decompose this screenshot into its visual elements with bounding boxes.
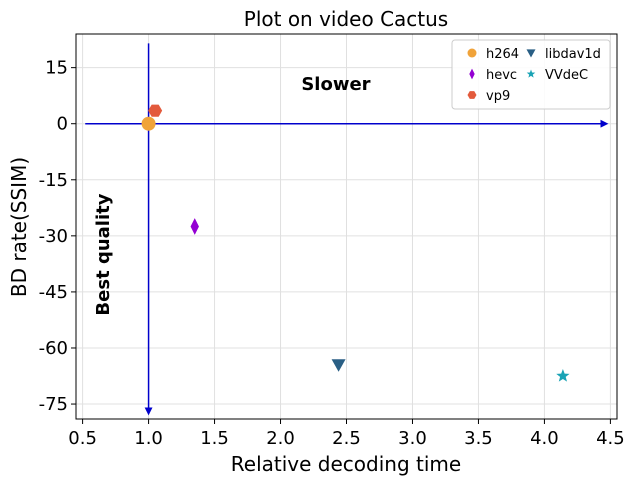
data-points: [141, 104, 570, 382]
arrows: [85, 43, 609, 416]
point-h264: [141, 116, 156, 131]
x-tick-label: 3.0: [398, 428, 427, 449]
y-tick-label: 15: [45, 58, 68, 79]
legend-label-vp9: vp9: [486, 89, 510, 104]
y-tick-label: -30: [39, 226, 68, 247]
y-tick-label: -45: [39, 282, 68, 303]
x-tick-label: 1.0: [134, 428, 163, 449]
x-tick-label: 0.5: [68, 428, 97, 449]
legend-label-h264: h264: [486, 47, 519, 62]
x-axis-label: Relative decoding time: [231, 452, 461, 476]
legend: h264 hevc vp9 libdav1d VVdeC: [451, 39, 611, 110]
legend-label-hevc: hevc: [486, 68, 517, 83]
legend-marker-libdav1d: [526, 49, 536, 58]
legend-label-libdav1d: libdav1d: [545, 47, 601, 62]
annotations: Slower Best quality: [93, 74, 371, 315]
legend-label-vvdec: VVdeC: [545, 68, 588, 83]
annotation-slower: Slower: [301, 74, 370, 95]
legend-marker-vp9: [467, 91, 477, 99]
legend-marker-vvdec: [526, 69, 536, 78]
x-tick-label: 2.0: [266, 428, 295, 449]
annotation-best-quality: Best quality: [93, 193, 114, 315]
x-tick-label: 4.5: [596, 428, 625, 449]
axis-ticks: 0.5 1.0 1.5 2.0 2.5 3.0 3.5 4.0 4.5 15 0 -15 -30 -45 -…: [39, 58, 625, 449]
x-tick-label: 1.5: [200, 428, 229, 449]
x-tick-label: 3.5: [464, 428, 493, 449]
y-tick-label: 0: [57, 114, 68, 135]
legend-marker-hevc: [469, 68, 475, 80]
x-tick-label: 2.5: [332, 428, 361, 449]
point-libdav1d: [331, 359, 346, 372]
y-axis-label: BD rate(SSIM): [7, 157, 31, 297]
chart-title: Plot on video Cactus: [244, 7, 448, 31]
point-vvdec: [556, 369, 570, 382]
y-tick-label: -15: [39, 170, 68, 191]
y-tick-label: -60: [39, 338, 68, 359]
point-vp9: [148, 104, 163, 117]
point-hevc: [190, 218, 199, 235]
y-tick-label: -75: [39, 394, 68, 415]
legend-marker-h264: [467, 48, 477, 58]
x-tick-label: 4.0: [530, 428, 559, 449]
